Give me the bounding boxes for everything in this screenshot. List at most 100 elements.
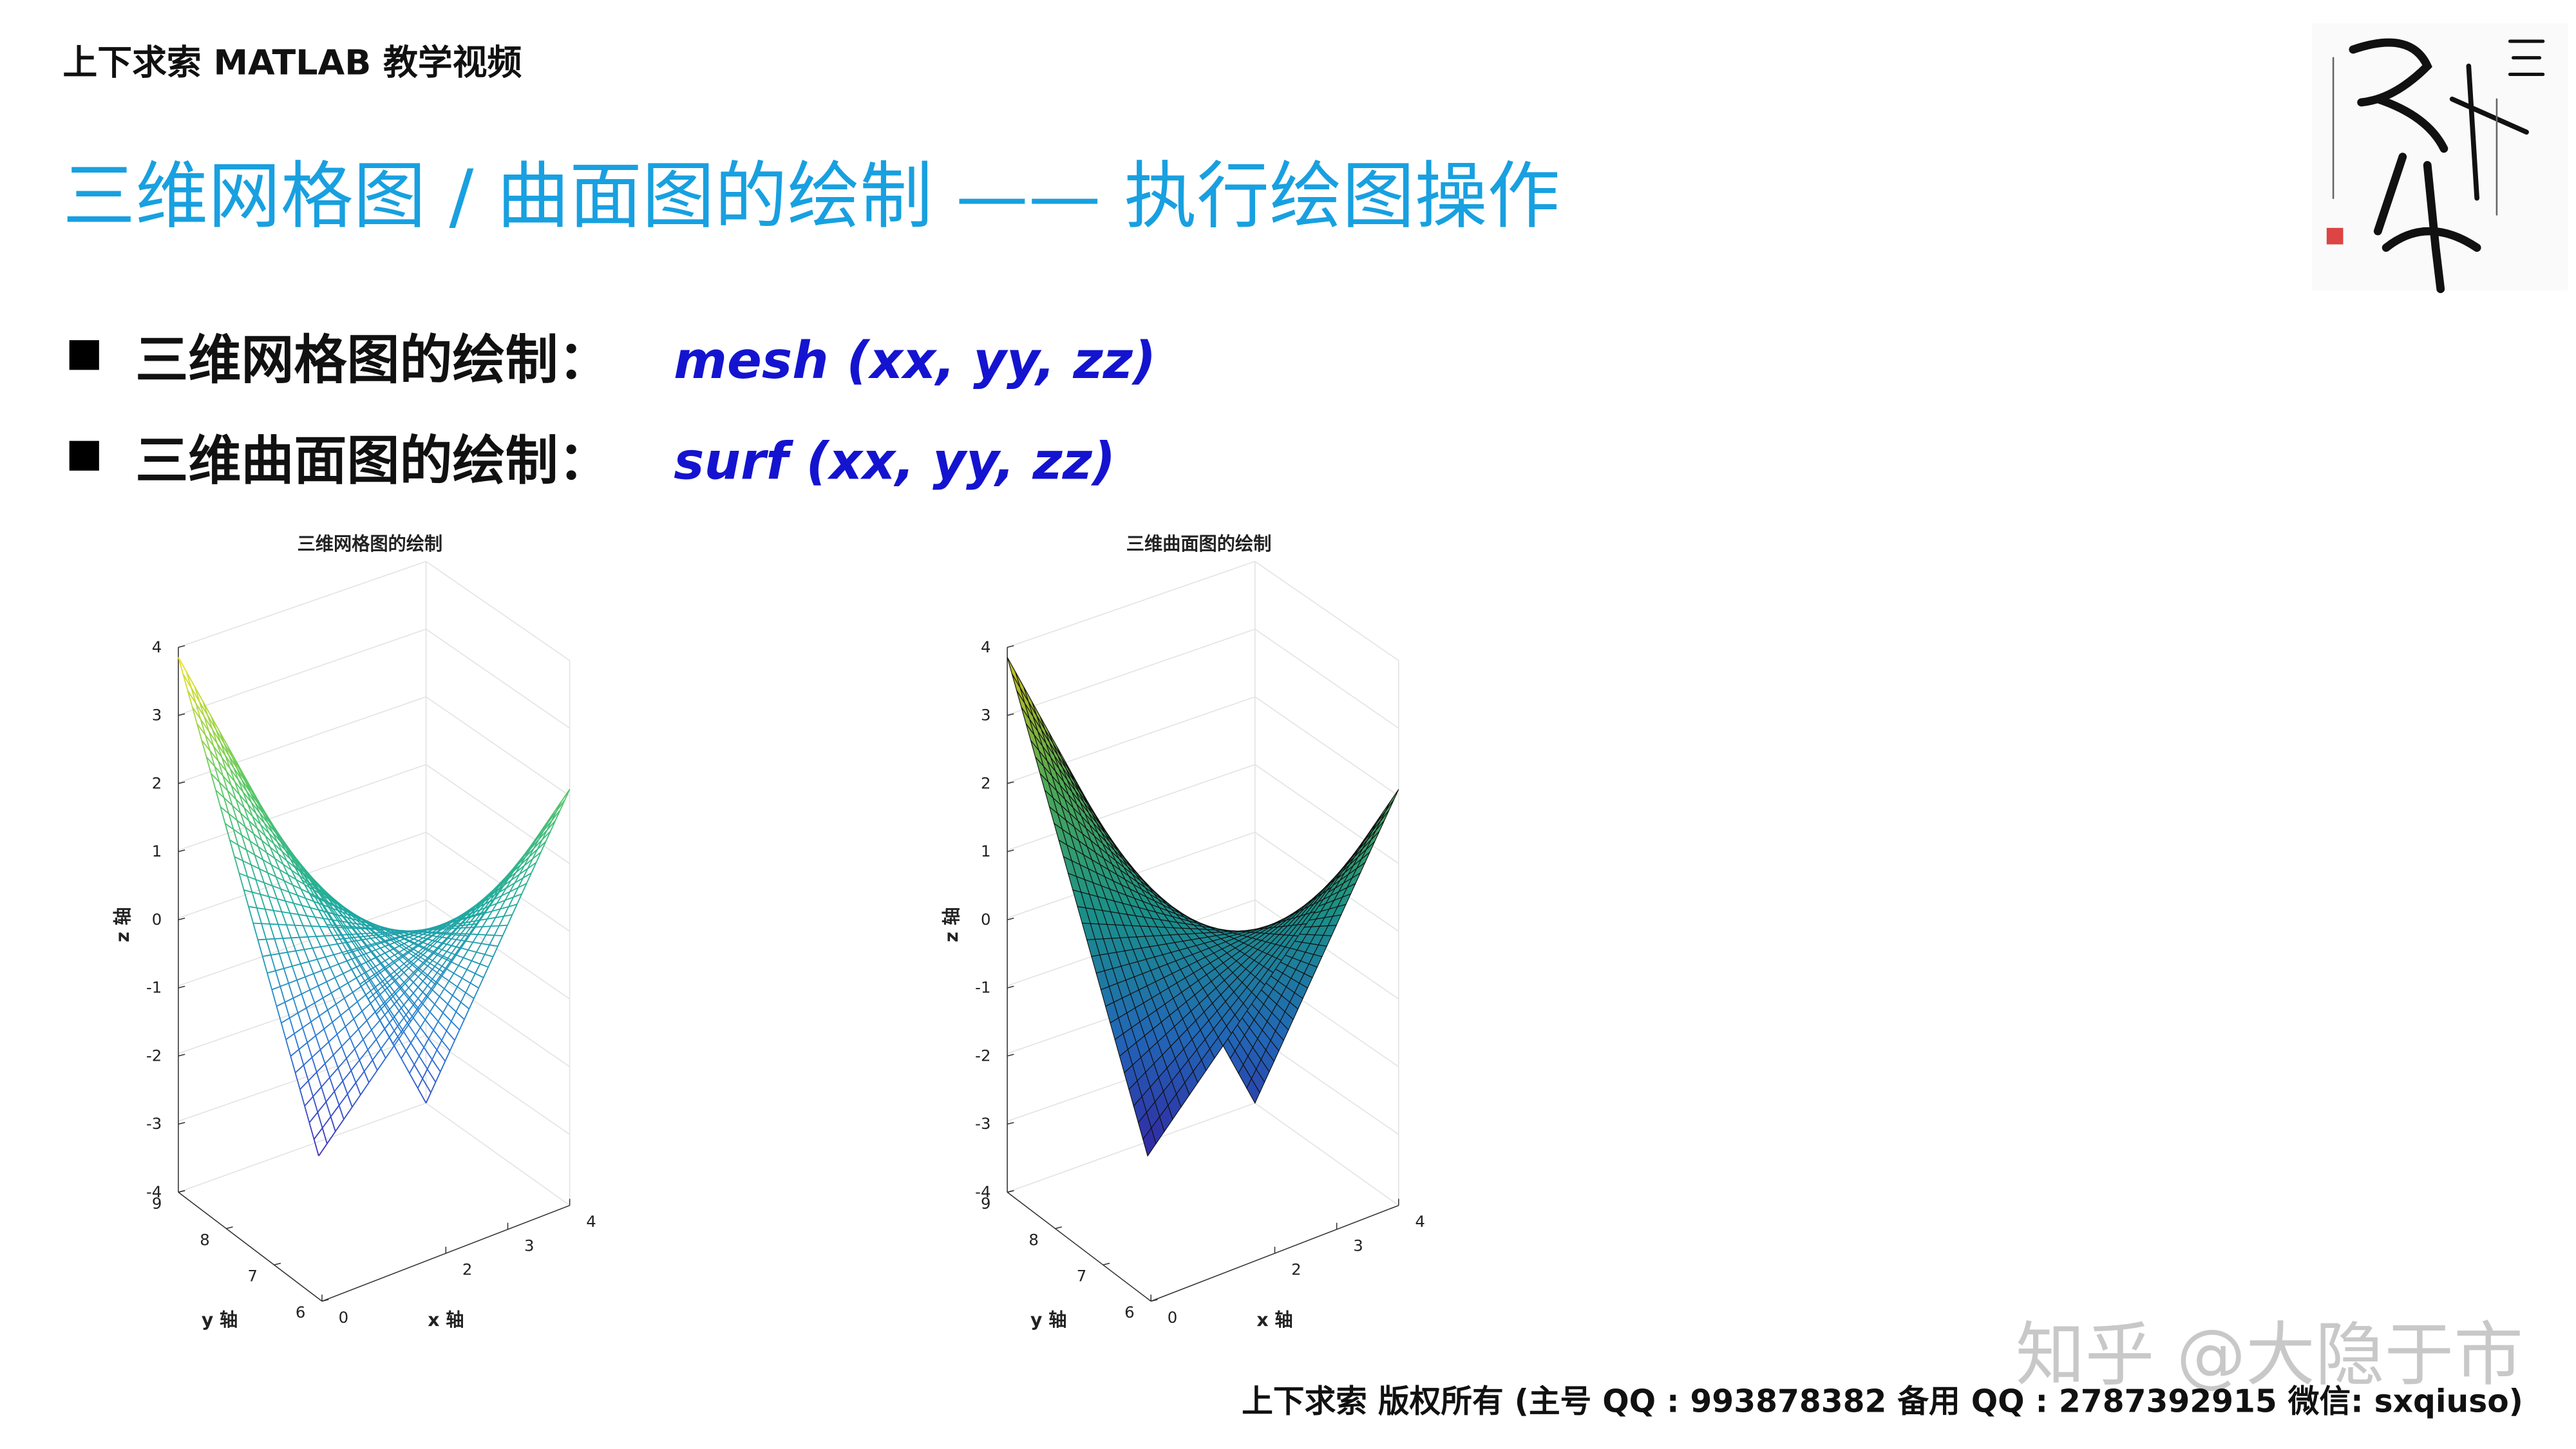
mesh-line (350, 1070, 357, 1083)
mesh-line (564, 789, 571, 800)
mesh-line (367, 1049, 374, 1061)
mesh-line (479, 896, 489, 907)
mesh-line (299, 875, 308, 882)
mesh-line (406, 961, 412, 967)
mesh-line (464, 1009, 470, 1020)
z-tick (178, 713, 185, 716)
z-tick (178, 985, 185, 989)
mesh-line (287, 874, 297, 880)
mesh-line (214, 766, 220, 782)
mesh-line (421, 938, 427, 943)
mesh-line (368, 934, 374, 937)
mesh-line (480, 934, 487, 944)
mesh-line (261, 840, 271, 848)
mesh-line (459, 924, 469, 936)
mesh-line (518, 882, 527, 888)
mesh-line (247, 804, 253, 817)
mesh-line (426, 1059, 433, 1070)
mesh-line (384, 952, 390, 959)
mesh-line (285, 900, 294, 904)
mesh-line (299, 1080, 309, 1090)
mesh-line (377, 986, 383, 992)
mesh-line (252, 815, 261, 826)
mesh-line (457, 986, 466, 994)
mesh-line (383, 994, 393, 1004)
mesh-line (252, 923, 259, 940)
mesh-line (437, 963, 446, 969)
mesh-line (459, 1019, 465, 1030)
mesh-line (426, 935, 432, 940)
mesh-line (396, 938, 406, 943)
mesh-line (348, 912, 354, 916)
axis-line (178, 1191, 323, 1302)
mesh-line (405, 1043, 412, 1052)
mesh-line (453, 972, 463, 979)
mesh-line (473, 920, 480, 928)
mesh-line (369, 928, 378, 931)
mesh-line (231, 784, 240, 795)
mesh-line (444, 980, 450, 989)
mesh-line (316, 1063, 326, 1073)
mesh-line (255, 813, 261, 826)
mesh-line (414, 931, 420, 934)
mesh-line (277, 898, 286, 902)
mesh-line (442, 945, 452, 957)
mesh-line (532, 849, 538, 860)
mesh-line (435, 927, 445, 934)
mesh-line (460, 935, 470, 949)
mesh-line (395, 988, 401, 994)
mesh-line (410, 932, 415, 935)
mesh-line (272, 886, 278, 899)
mesh-line (307, 1035, 316, 1043)
mesh-line (195, 703, 202, 720)
mesh-line (491, 908, 501, 912)
mesh-line (366, 1020, 372, 1030)
mesh-line (430, 963, 435, 967)
mesh-line (342, 1070, 352, 1082)
mesh-line (451, 934, 460, 946)
y-tick (1007, 1189, 1014, 1193)
mesh-line (281, 851, 288, 861)
mesh-line (366, 922, 372, 925)
mesh-line (279, 982, 289, 987)
bullet-text: 三维网格图的绘制： (135, 330, 611, 391)
mesh-line (417, 942, 422, 946)
mesh-line (343, 1106, 353, 1120)
mesh-line (506, 867, 515, 880)
mesh-line (451, 986, 458, 996)
mesh-line (334, 1081, 343, 1092)
mesh-line (252, 891, 261, 895)
mesh-line (504, 914, 513, 917)
mesh-line (440, 1061, 446, 1072)
mesh-line (195, 703, 205, 717)
mesh-line (506, 882, 515, 889)
mesh-line (316, 959, 323, 971)
mesh-line (323, 918, 329, 927)
mesh-line (227, 790, 237, 800)
mesh-line (433, 1021, 439, 1030)
mesh-line (368, 961, 374, 969)
mesh-line (349, 910, 355, 915)
y-tick (226, 1226, 233, 1229)
mesh-line (433, 925, 439, 928)
mesh-line (494, 934, 503, 936)
mesh-line (337, 943, 343, 953)
mesh-line (310, 894, 316, 898)
mesh-line (311, 1057, 317, 1073)
mesh-line (482, 967, 489, 978)
mesh-line (265, 835, 274, 844)
mesh-line (479, 963, 489, 968)
mesh-line (532, 851, 542, 860)
mesh-line (182, 674, 189, 691)
mesh-line (207, 715, 213, 730)
mesh-line (317, 896, 327, 902)
mesh-line (341, 925, 346, 927)
mesh-line (214, 766, 223, 777)
mesh-line (510, 872, 516, 881)
z-tick (1007, 713, 1014, 716)
mesh-line (334, 914, 341, 922)
mesh-line (497, 900, 506, 904)
mesh-line (187, 690, 197, 704)
mesh-line (410, 936, 419, 942)
mesh-line (399, 985, 406, 992)
